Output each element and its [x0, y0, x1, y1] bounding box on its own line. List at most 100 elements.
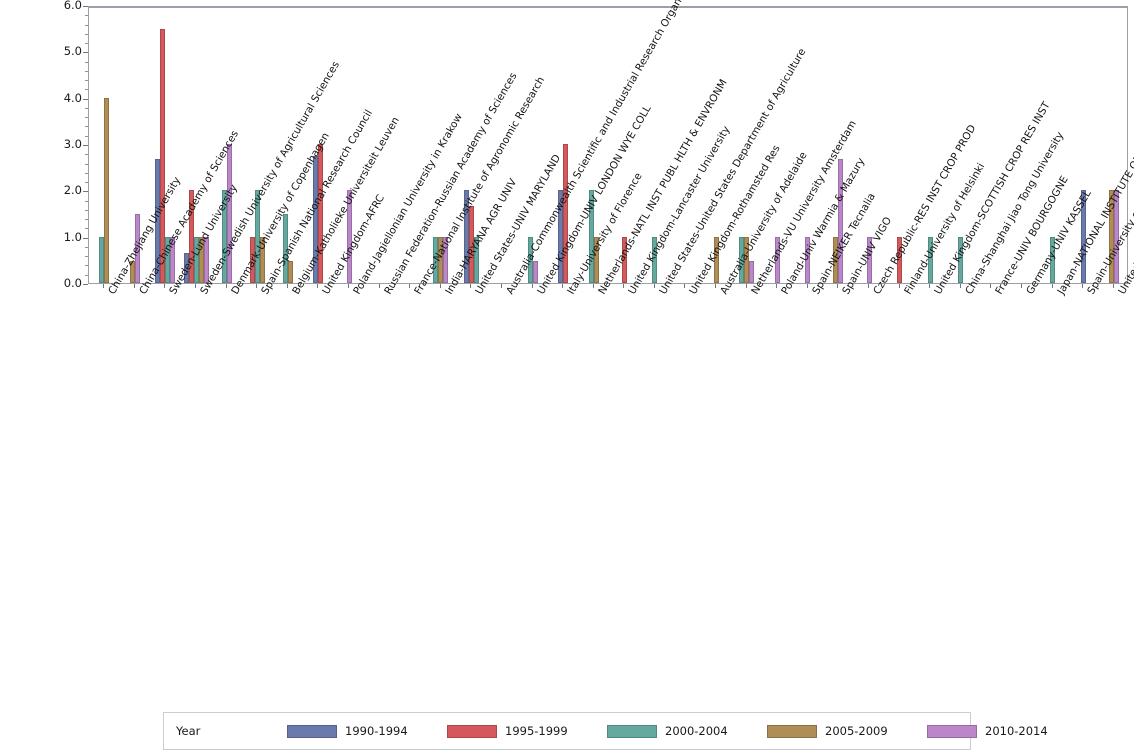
y-minor-tick: [85, 265, 88, 267]
legend-color-swatch: [607, 725, 657, 738]
x-tick-mark: [1082, 284, 1083, 288]
bar: [744, 236, 750, 283]
x-tick-mark: [990, 284, 991, 288]
x-tick-mark: [226, 284, 227, 288]
bar: [593, 236, 599, 283]
bar: [188, 190, 194, 283]
legend-label: 2010-2014: [985, 724, 1048, 738]
y-minor-tick: [85, 154, 88, 156]
y-minor-tick: [85, 43, 88, 45]
y-tick-label: 1.0: [63, 229, 82, 244]
x-tick-mark: [776, 284, 777, 288]
bars-container: [89, 8, 1127, 283]
bar: [1108, 190, 1114, 283]
y-minor-tick: [85, 135, 88, 137]
bar: [129, 260, 135, 283]
bar: [621, 236, 627, 283]
x-tick-mark: [715, 284, 716, 288]
x-tick-mark: [593, 284, 594, 288]
bar: [313, 155, 319, 283]
legend-color-swatch: [447, 725, 497, 738]
y-tick-label: 6.0: [63, 0, 82, 12]
y-minor-tick: [85, 33, 88, 35]
bar: [170, 236, 176, 283]
y-axis-title: No. of top10 publ., full counts: [2, 0, 16, 28]
bar: [134, 213, 140, 283]
x-tick-mark: [501, 284, 502, 288]
y-minor-tick: [85, 80, 88, 82]
bar: [527, 236, 533, 283]
y-tick-label: 3.0: [63, 137, 82, 151]
bar: [160, 29, 166, 283]
x-tick-mark: [409, 284, 410, 288]
y-minor-tick: [85, 126, 88, 128]
x-tick-mark: [317, 284, 318, 288]
legend-color-swatch: [767, 725, 817, 738]
legend-label: 1990-1994: [345, 724, 408, 738]
y-minor-tick: [85, 256, 88, 258]
bar: [155, 159, 161, 283]
y-minor-tick: [85, 117, 88, 119]
bar: [468, 205, 474, 283]
bar: [774, 236, 780, 283]
y-minor-tick: [85, 219, 88, 221]
y-tick-mark: [83, 98, 88, 100]
bar: [99, 236, 105, 283]
bar: [346, 190, 352, 283]
y-minor-tick: [85, 182, 88, 184]
y-minor-tick: [85, 24, 88, 26]
bar: [532, 260, 538, 283]
x-tick-mark: [837, 284, 838, 288]
legend-label: 1995-1999: [505, 724, 568, 738]
legend-color-swatch: [287, 725, 337, 738]
x-tick-mark: [256, 284, 257, 288]
y-tick-label: 4.0: [63, 90, 82, 105]
x-tick-mark: [562, 284, 563, 288]
bar: [221, 190, 227, 283]
x-tick-mark: [960, 284, 961, 288]
y-minor-tick: [85, 163, 88, 165]
bar: [897, 236, 903, 283]
x-tick-mark: [1113, 284, 1114, 288]
bar: [226, 144, 232, 283]
bar: [1113, 190, 1119, 283]
bar: [443, 236, 449, 283]
x-tick-mark: [1021, 284, 1022, 288]
bar: [473, 236, 479, 283]
x-tick-mark: [1052, 284, 1053, 288]
bar: [558, 190, 564, 283]
bar: [259, 236, 265, 283]
x-tick-mark: [899, 284, 900, 288]
bar: [805, 236, 811, 283]
bar: [588, 190, 594, 283]
y-minor-tick: [85, 200, 88, 202]
y-minor-tick: [85, 70, 88, 72]
bar: [249, 236, 255, 283]
x-tick-mark: [164, 284, 165, 288]
y-tick-mark: [83, 145, 88, 146]
x-tick-mark: [134, 284, 135, 288]
y-tick-label: 0.0: [63, 276, 82, 290]
x-tick-mark: [807, 284, 808, 288]
x-tick-mark: [929, 284, 930, 288]
bar: [318, 144, 324, 283]
y-minor-tick: [85, 172, 88, 174]
y-tick-mark: [83, 284, 88, 285]
x-tick-mark: [287, 284, 288, 288]
legend-title: Year: [176, 724, 201, 738]
y-tick-label: 5.0: [63, 44, 82, 59]
y-tick-mark: [83, 237, 88, 239]
bar: [433, 236, 439, 283]
y-minor-tick: [85, 61, 88, 63]
bar: [203, 236, 209, 283]
bar: [713, 236, 719, 283]
x-tick-mark: [532, 284, 533, 288]
bar: [193, 236, 199, 283]
x-tick-mark: [623, 284, 624, 288]
bar: [463, 190, 469, 283]
bar: [198, 236, 204, 283]
y-minor-tick: [85, 228, 88, 230]
bar: [838, 159, 844, 283]
bar: [1050, 236, 1056, 283]
